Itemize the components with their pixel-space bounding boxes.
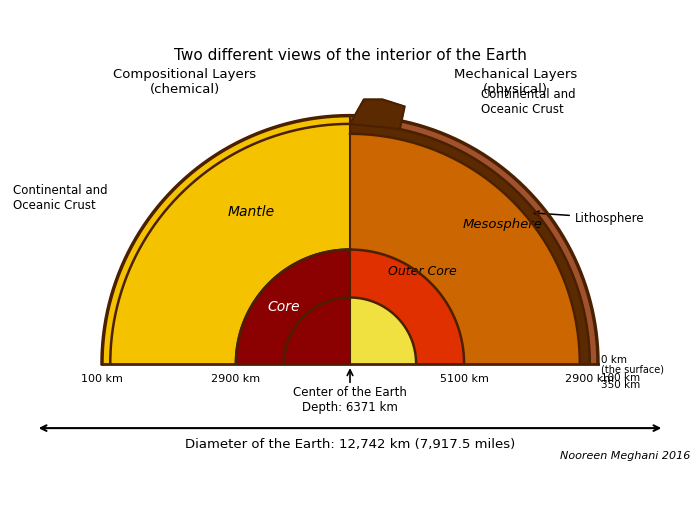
Text: 100 km: 100 km [81, 374, 123, 384]
Polygon shape [350, 134, 580, 363]
Polygon shape [236, 249, 350, 363]
Polygon shape [350, 297, 416, 363]
Text: Lithosphere: Lithosphere [534, 211, 645, 224]
Text: Center of the Earth
Depth: 6371 km: Center of the Earth Depth: 6371 km [293, 386, 407, 414]
Text: Diameter of the Earth: 12,742 km (7,917.5 miles): Diameter of the Earth: 12,742 km (7,917.… [185, 438, 515, 451]
Text: 2900 km: 2900 km [565, 374, 615, 384]
Text: (the surface): (the surface) [601, 364, 664, 375]
Text: Mesosphere: Mesosphere [462, 218, 542, 231]
Polygon shape [350, 99, 405, 129]
Polygon shape [350, 124, 589, 363]
Text: 2900 km: 2900 km [211, 374, 260, 384]
Polygon shape [350, 116, 598, 363]
Text: Mantle: Mantle [228, 205, 274, 218]
Text: 100 km: 100 km [601, 373, 640, 383]
Text: Outer Core: Outer Core [389, 265, 457, 277]
Text: Nooreen Meghani 2016: Nooreen Meghani 2016 [560, 451, 691, 461]
Text: Continental and
Oceanic Crust: Continental and Oceanic Crust [13, 184, 107, 212]
Polygon shape [350, 249, 464, 363]
Polygon shape [102, 116, 350, 363]
Text: Inner
Core: Inner Core [370, 323, 396, 345]
Text: Mechanical Layers
(physical): Mechanical Layers (physical) [454, 68, 577, 96]
Text: 0 km: 0 km [601, 355, 627, 365]
Text: 350 km: 350 km [601, 380, 640, 390]
Text: 5100 km: 5100 km [440, 374, 489, 384]
Text: Continental and
Oceanic Crust: Continental and Oceanic Crust [481, 88, 575, 116]
Text: Core: Core [267, 300, 300, 315]
Text: Compositional Layers
(chemical): Compositional Layers (chemical) [113, 68, 256, 96]
Text: Two different views of the interior of the Earth: Two different views of the interior of t… [174, 48, 526, 63]
